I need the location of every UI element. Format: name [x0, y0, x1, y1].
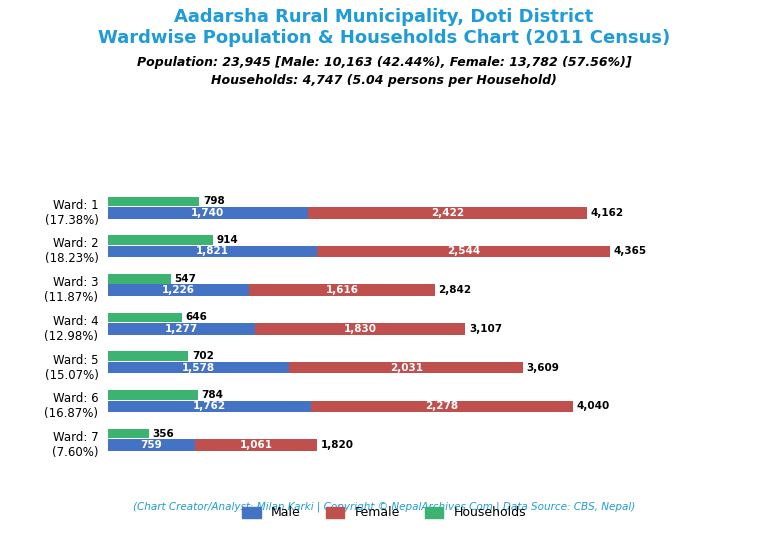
Bar: [108, 390, 198, 400]
Text: 4,040: 4,040: [576, 401, 610, 411]
Text: Aadarsha Rural Municipality, Doti District: Aadarsha Rural Municipality, Doti Distri…: [174, 8, 594, 26]
Text: 646: 646: [185, 312, 207, 323]
Text: Wardwise Population & Households Chart (2011 Census): Wardwise Population & Households Chart (…: [98, 29, 670, 48]
Text: 2,544: 2,544: [447, 247, 481, 256]
Bar: [108, 362, 290, 374]
Bar: [108, 400, 310, 412]
Bar: [290, 362, 523, 374]
Bar: [255, 323, 465, 334]
Text: 1,820: 1,820: [321, 440, 353, 450]
Bar: [108, 352, 188, 361]
Bar: [108, 439, 195, 451]
Text: 784: 784: [201, 390, 223, 400]
Text: 2,031: 2,031: [390, 363, 423, 373]
Bar: [108, 312, 182, 322]
Text: 356: 356: [152, 429, 174, 438]
Text: 1,821: 1,821: [196, 247, 229, 256]
Bar: [108, 245, 317, 257]
Text: 4,365: 4,365: [614, 247, 647, 256]
Text: 1,578: 1,578: [182, 363, 215, 373]
Text: 1,226: 1,226: [161, 285, 194, 295]
Text: 2,422: 2,422: [431, 208, 464, 218]
Bar: [308, 207, 587, 219]
Text: 2,278: 2,278: [425, 401, 458, 411]
Text: 547: 547: [174, 274, 196, 284]
Bar: [195, 439, 317, 451]
Text: 2,842: 2,842: [439, 285, 472, 295]
Text: 1,830: 1,830: [343, 324, 376, 334]
Bar: [108, 207, 308, 219]
Bar: [108, 429, 148, 438]
Text: Population: 23,945 [Male: 10,163 (42.44%), Female: 13,782 (57.56%)]: Population: 23,945 [Male: 10,163 (42.44%…: [137, 56, 631, 69]
Text: 3,107: 3,107: [469, 324, 502, 334]
Bar: [108, 285, 249, 296]
Bar: [317, 245, 611, 257]
Bar: [108, 274, 170, 284]
Bar: [108, 323, 255, 334]
Text: 1,740: 1,740: [191, 208, 224, 218]
Text: 914: 914: [217, 235, 238, 245]
Text: (Chart Creator/Analyst: Milan Karki | Copyright © NepalArchives.Com | Data Sourc: (Chart Creator/Analyst: Milan Karki | Co…: [133, 501, 635, 512]
Bar: [108, 197, 200, 206]
Text: 4,162: 4,162: [591, 208, 624, 218]
Bar: [249, 285, 435, 296]
Bar: [108, 235, 213, 245]
Text: 3,609: 3,609: [527, 363, 560, 373]
Text: 1,061: 1,061: [240, 440, 273, 450]
Legend: Male, Female, Households: Male, Female, Households: [237, 501, 531, 524]
Text: 798: 798: [203, 196, 225, 206]
Text: 1,277: 1,277: [164, 324, 197, 334]
Bar: [310, 400, 573, 412]
Text: Households: 4,747 (5.04 persons per Household): Households: 4,747 (5.04 persons per Hous…: [211, 74, 557, 87]
Text: 702: 702: [192, 351, 214, 361]
Text: 759: 759: [141, 440, 162, 450]
Text: 1,762: 1,762: [193, 401, 226, 411]
Text: 1,616: 1,616: [326, 285, 359, 295]
